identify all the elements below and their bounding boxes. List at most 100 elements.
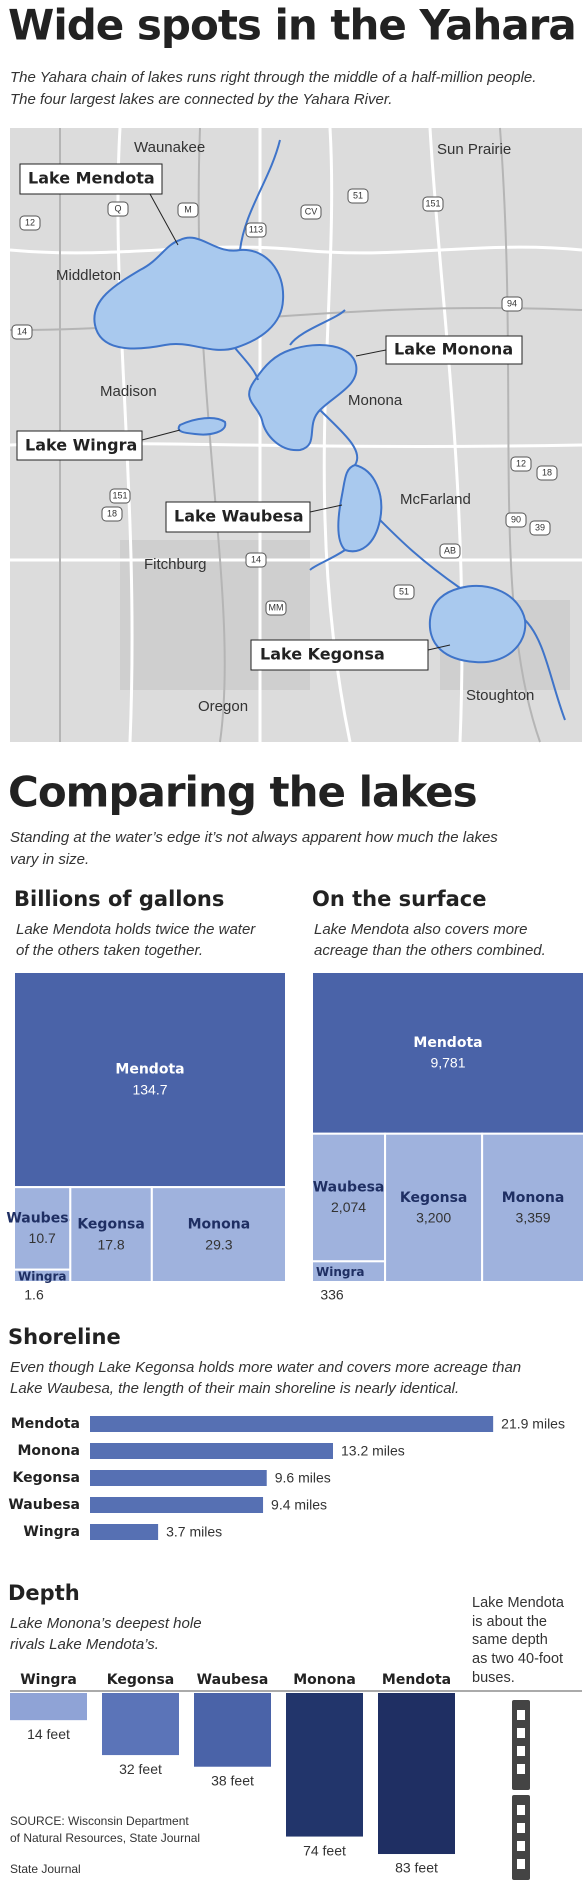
cell-value: 3,200 xyxy=(416,1210,451,1226)
chart-title: Shoreline xyxy=(8,1325,121,1349)
bar-category: Mendota xyxy=(382,1672,451,1688)
bar-value: 83 feet xyxy=(395,1860,438,1876)
bar-category: Waubesa xyxy=(8,1497,80,1513)
bar-value: 14 feet xyxy=(27,1726,70,1742)
map: Waunakee Sun Prairie Middleton Madison M… xyxy=(9,127,583,743)
bar-value: 21.9 miles xyxy=(501,1416,565,1432)
section-subtitle: Standing at the water’s edge it’s not al… xyxy=(10,829,498,846)
place-label: Monona xyxy=(348,392,403,409)
road-shield xyxy=(245,552,267,568)
road-shield xyxy=(245,222,267,238)
bar xyxy=(90,1497,264,1513)
bar xyxy=(90,1416,494,1432)
bar xyxy=(90,1470,267,1486)
treemap-cell xyxy=(13,1186,72,1271)
section-title: Comparing the lakes xyxy=(8,768,477,817)
cell-name: Waubesa xyxy=(6,1210,78,1226)
road-label: 51 xyxy=(399,586,409,596)
place-label: Waunakee xyxy=(134,139,205,156)
cell-value: 9,781 xyxy=(430,1055,465,1071)
road-shield xyxy=(265,600,287,616)
chart-subtitle: acreage than the others combined. xyxy=(314,942,546,959)
bar-value: 9.6 miles xyxy=(275,1470,331,1486)
road-label: 18 xyxy=(542,467,552,477)
road-shield xyxy=(101,506,123,522)
bar-category: Monona xyxy=(17,1443,80,1459)
road-shield xyxy=(177,202,199,218)
depth-note: as two 40-foot xyxy=(472,1651,563,1667)
subtitle: The Yahara chain of lakes runs right thr… xyxy=(10,69,536,86)
road-shield xyxy=(510,456,532,472)
bar-value: 3.7 miles xyxy=(166,1524,222,1540)
bar xyxy=(90,1524,159,1540)
depth-note: is about the xyxy=(472,1614,547,1630)
road-label: 14 xyxy=(251,554,261,564)
bar xyxy=(378,1693,455,1855)
road-shield xyxy=(393,584,415,600)
bar-category: Monona xyxy=(293,1672,356,1688)
bus-illustration xyxy=(512,1700,530,1880)
depth-note: same depth xyxy=(472,1632,548,1648)
road-shield xyxy=(505,512,527,528)
source: of Natural Resources, State Journal xyxy=(10,1831,200,1845)
road-label: M xyxy=(184,204,192,214)
road-label: 51 xyxy=(353,190,363,200)
road-label: MM xyxy=(269,602,284,612)
road-shield xyxy=(536,465,558,481)
road-label: 39 xyxy=(535,522,545,532)
chart-title: Billions of gallons xyxy=(14,887,224,911)
road-shield xyxy=(422,196,444,212)
section-subtitle: vary in size. xyxy=(10,851,89,868)
road-label: 12 xyxy=(25,217,35,227)
road-shield xyxy=(501,296,523,312)
road-shield xyxy=(107,201,129,217)
road-label: 14 xyxy=(17,326,27,336)
cell-name: Kegonsa xyxy=(77,1217,144,1233)
road-label: AB xyxy=(444,545,456,555)
bar xyxy=(102,1693,179,1756)
bar-value: 9.4 miles xyxy=(271,1497,327,1513)
cell-value: 1.6 xyxy=(24,1287,44,1303)
bar xyxy=(194,1693,271,1767)
cell-name: Monona xyxy=(188,1217,251,1233)
road-label: 18 xyxy=(107,508,117,518)
bar xyxy=(10,1693,87,1721)
road-label: 90 xyxy=(511,514,521,524)
bar xyxy=(90,1443,333,1459)
cell-value: 336 xyxy=(320,1287,344,1303)
road-label: 12 xyxy=(516,458,526,468)
credit: State Journal xyxy=(10,1862,81,1876)
chart-subtitle: Lake Mendota also covers more xyxy=(314,921,527,938)
road-shield xyxy=(439,543,461,559)
chart-subtitle: Lake Monona’s deepest hole xyxy=(10,1615,202,1632)
cell-name: Mendota xyxy=(115,1062,184,1078)
chart-title: Depth xyxy=(8,1581,80,1605)
treemap-cell xyxy=(69,1186,153,1283)
cell-name: Wingra xyxy=(18,1269,67,1283)
source: SOURCE: Wisconsin Department xyxy=(10,1814,189,1828)
cell-value: 10.7 xyxy=(29,1230,56,1246)
bar-category: Wingra xyxy=(23,1524,80,1540)
road-label: CV xyxy=(305,206,318,216)
place-labels: Waunakee Sun Prairie Middleton Madison M… xyxy=(56,139,534,715)
place-label: Sun Prairie xyxy=(437,141,511,158)
treemap-cell xyxy=(311,1132,387,1263)
chart-subtitle: Even though Lake Kegonsa holds more wate… xyxy=(10,1359,521,1376)
bar-category: Wingra xyxy=(20,1672,77,1688)
chart-subtitle: of the others taken together. xyxy=(16,942,203,959)
lake-labels: Lake Mendota Lake Monona Lake Wingra Lak… xyxy=(16,163,523,671)
place-label: Madison xyxy=(100,383,157,400)
road-label: Q xyxy=(114,203,121,213)
place-label: McFarland xyxy=(400,491,471,508)
cell-value: 134.7 xyxy=(132,1081,167,1097)
cell-name: Waubesa xyxy=(313,1180,385,1196)
lake-label: Lake Kegonsa xyxy=(260,645,385,664)
chart-subtitle: rivals Lake Mendota’s. xyxy=(10,1636,159,1653)
chart-subtitle: Lake Mendota holds twice the water xyxy=(16,921,256,938)
treemap-cell xyxy=(384,1132,484,1283)
cell-value: 2,074 xyxy=(331,1199,366,1215)
road-label: 151 xyxy=(112,490,127,500)
place-label: Fitchburg xyxy=(144,556,207,573)
chart-subtitle: Lake Waubesa, the length of their main s… xyxy=(10,1380,459,1397)
